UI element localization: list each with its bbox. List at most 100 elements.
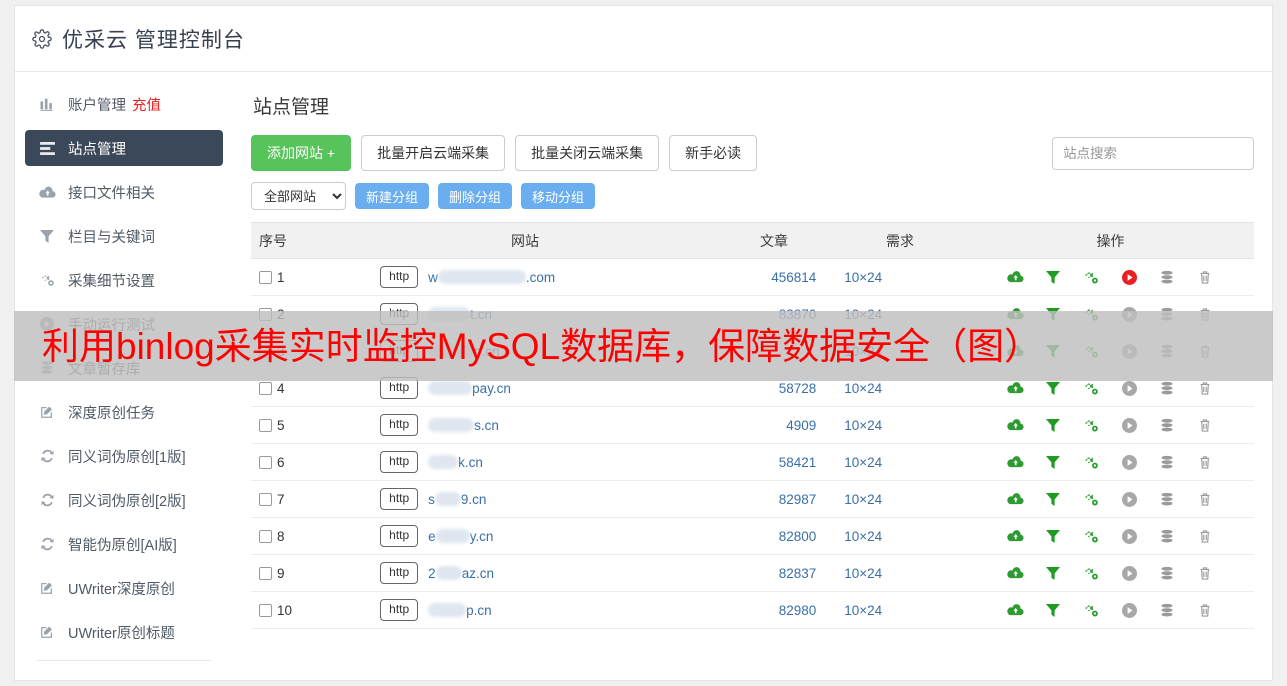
row-checkbox[interactable] — [259, 270, 272, 284]
trash-icon[interactable] — [1197, 491, 1214, 508]
sidebar-item-uwriter-deep-original[interactable]: UWriter深度原创 — [25, 570, 223, 606]
trash-icon[interactable] — [1197, 306, 1214, 323]
trash-icon[interactable] — [1197, 269, 1214, 286]
cloud-upload-icon[interactable] — [1007, 343, 1024, 360]
table-row[interactable]: 9 http 2 az.cn 82837 10×24 — [251, 554, 1255, 592]
funnel-icon[interactable] — [1045, 528, 1062, 545]
play-circle-icon[interactable] — [1121, 454, 1138, 471]
play-circle-icon[interactable] — [1121, 491, 1138, 508]
row-checkbox[interactable] — [259, 455, 272, 469]
gears-icon[interactable] — [1083, 565, 1100, 582]
table-row[interactable]: 2 http t.cn 83870 10×24 — [251, 295, 1255, 333]
row-domain-label[interactable]: t.cn — [428, 306, 492, 322]
http-scheme-tag[interactable]: http — [380, 266, 419, 288]
row-checkbox[interactable] — [259, 418, 272, 432]
row-checkbox[interactable] — [259, 307, 272, 321]
table-row[interactable]: 6 http k.cn 58421 10×24 — [251, 443, 1255, 481]
database-icon[interactable] — [1159, 565, 1176, 582]
table-row[interactable]: 1 http w .com 456814 10×24 — [251, 258, 1255, 296]
table-row[interactable]: 4 http pay.cn 58728 10×24 — [251, 369, 1255, 407]
cloud-upload-icon[interactable] — [1007, 565, 1024, 582]
play-circle-icon[interactable] — [1121, 528, 1138, 545]
funnel-icon[interactable] — [1045, 269, 1062, 286]
sidebar-item-deep-original-task[interactable]: 深度原创任务 — [25, 394, 223, 430]
http-scheme-tag[interactable]: http — [380, 599, 419, 621]
funnel-icon[interactable] — [1045, 417, 1062, 434]
cloud-upload-icon[interactable] — [1007, 306, 1024, 323]
gears-icon[interactable] — [1083, 454, 1100, 471]
database-icon[interactable] — [1159, 269, 1176, 286]
sidebar-item-account[interactable]: 账户管理 充值 — [25, 86, 223, 122]
search-input[interactable] — [1052, 136, 1255, 170]
funnel-icon[interactable] — [1045, 343, 1062, 360]
database-icon[interactable] — [1159, 380, 1176, 397]
funnel-icon[interactable] — [1045, 602, 1062, 619]
row-domain-label[interactable]: p.cn — [428, 602, 492, 618]
http-scheme-tag[interactable]: http — [380, 525, 419, 547]
table-row[interactable]: 10 http p.cn 82980 10×24 — [251, 591, 1255, 629]
row-checkbox[interactable] — [259, 566, 272, 580]
row-domain-label[interactable]: 2 az.cn — [428, 565, 494, 581]
sidebar-item-ai-rewrite[interactable]: 智能伪原创[AI版] — [25, 526, 223, 562]
row-domain-label[interactable]: s.cn — [428, 417, 499, 433]
http-scheme-tag[interactable]: http — [380, 377, 419, 399]
gears-icon[interactable] — [1083, 528, 1100, 545]
funnel-icon[interactable] — [1045, 454, 1062, 471]
row-domain-label[interactable]: e y.cn — [428, 528, 494, 544]
trash-icon[interactable] — [1197, 380, 1214, 397]
funnel-icon[interactable] — [1045, 306, 1062, 323]
play-circle-icon[interactable] — [1121, 565, 1138, 582]
sidebar-item-article-store[interactable]: 文章暂存库 — [25, 350, 223, 386]
gears-icon[interactable] — [1083, 380, 1100, 397]
http-scheme-tag[interactable]: http — [380, 414, 419, 436]
trash-icon[interactable] — [1197, 528, 1214, 545]
database-icon[interactable] — [1159, 454, 1176, 471]
row-checkbox[interactable] — [259, 344, 272, 358]
sidebar-item-interface-files[interactable]: 接口文件相关 — [25, 174, 223, 210]
row-domain-label[interactable]: k.cn — [428, 454, 483, 470]
play-circle-icon[interactable] — [1121, 343, 1138, 360]
http-scheme-tag[interactable]: http — [380, 562, 419, 584]
play-circle-icon[interactable] — [1121, 269, 1138, 286]
add-site-button[interactable]: 添加网站 + — [251, 135, 352, 171]
new-group-button[interactable]: 新建分组 — [355, 183, 430, 209]
beginner-guide-button[interactable]: 新手必读 — [669, 135, 758, 171]
play-circle-icon[interactable] — [1121, 306, 1138, 323]
sidebar-item-synonym-rewrite-v1[interactable]: 同义词伪原创[1版] — [25, 438, 223, 474]
trash-icon[interactable] — [1197, 343, 1214, 360]
cloud-upload-icon[interactable] — [1007, 417, 1024, 434]
database-icon[interactable] — [1159, 306, 1176, 323]
http-scheme-tag[interactable]: http — [380, 488, 419, 510]
sidebar-item-site-management[interactable]: 站点管理 — [25, 130, 223, 166]
recharge-badge[interactable]: 充值 — [132, 97, 161, 114]
move-group-button[interactable]: 移动分组 — [521, 183, 596, 209]
row-checkbox[interactable] — [259, 603, 272, 617]
row-domain-label[interactable]: s 9.cn — [428, 491, 487, 507]
table-row[interactable]: 5 http s.cn 4909 10×24 — [251, 406, 1255, 444]
table-row[interactable]: 3 http n.cn 10×24 — [251, 332, 1255, 370]
trash-icon[interactable] — [1197, 417, 1214, 434]
gears-icon[interactable] — [1083, 417, 1100, 434]
http-scheme-tag[interactable]: http — [380, 303, 419, 325]
play-circle-icon[interactable] — [1121, 602, 1138, 619]
play-circle-icon[interactable] — [1121, 380, 1138, 397]
funnel-icon[interactable] — [1045, 491, 1062, 508]
database-icon[interactable] — [1159, 417, 1176, 434]
sidebar-item-manual-run-test[interactable]: 手动运行测试 — [25, 306, 223, 342]
sidebar-item-columns-keywords[interactable]: 栏目与关键词 — [25, 218, 223, 254]
trash-icon[interactable] — [1197, 602, 1214, 619]
cloud-upload-icon[interactable] — [1007, 380, 1024, 397]
cloud-upload-icon[interactable] — [1007, 528, 1024, 545]
funnel-icon[interactable] — [1045, 380, 1062, 397]
row-checkbox[interactable] — [259, 529, 272, 543]
sidebar-item-synonym-rewrite-v2[interactable]: 同义词伪原创[2版] — [25, 482, 223, 518]
row-checkbox[interactable] — [259, 381, 272, 395]
cloud-upload-icon[interactable] — [1007, 602, 1024, 619]
group-filter-select[interactable]: 全部网站 — [251, 182, 346, 210]
http-scheme-tag[interactable]: http — [380, 340, 419, 362]
cloud-upload-icon[interactable] — [1007, 269, 1024, 286]
delete-group-button[interactable]: 删除分组 — [438, 183, 513, 209]
row-domain-label[interactable]: w .com — [428, 269, 556, 285]
database-icon[interactable] — [1159, 343, 1176, 360]
trash-icon[interactable] — [1197, 454, 1214, 471]
